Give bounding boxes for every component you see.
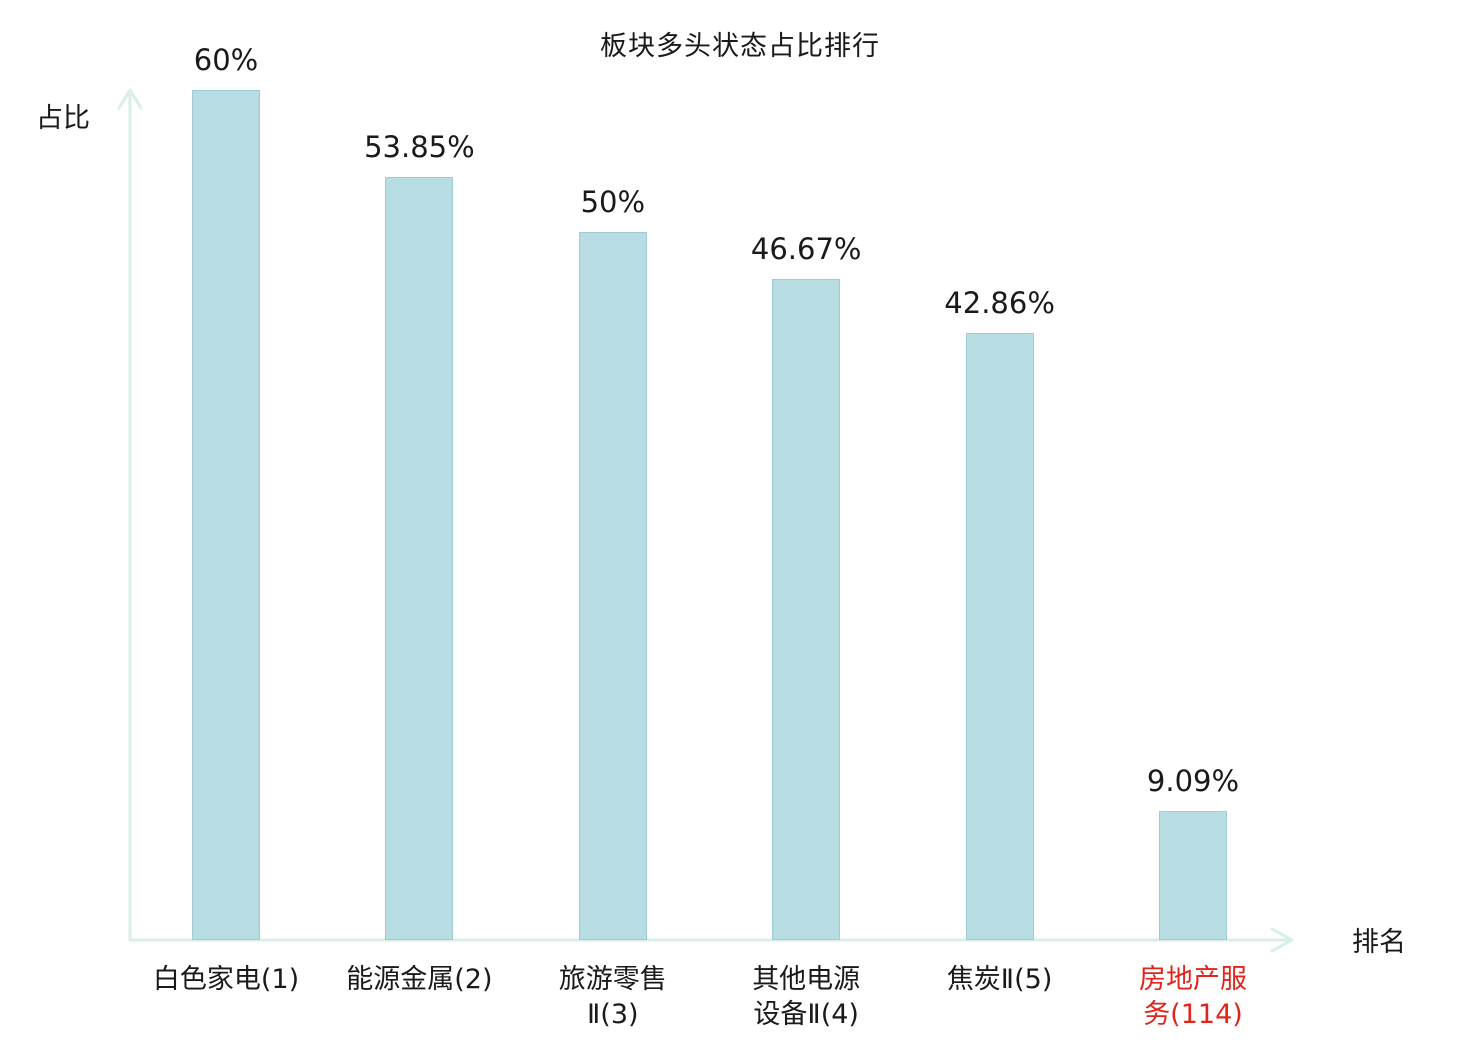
bar-1	[385, 177, 454, 940]
bar-value-label: 9.09%	[1146, 764, 1240, 798]
bar-value-label: 46.67%	[750, 232, 862, 266]
bar-3	[772, 279, 841, 940]
y-axis-title: 占比	[36, 103, 90, 134]
bar-4	[965, 333, 1034, 940]
bar-5	[1159, 811, 1227, 940]
bar-2	[578, 232, 647, 940]
bar-value-label: 60%	[193, 43, 259, 77]
bar-value-label: 42.86%	[944, 286, 1055, 320]
category-label: 焦炭Ⅱ(5)	[946, 964, 1053, 995]
bar-value-label: 50%	[580, 185, 646, 219]
category-label: 其他电源 设备Ⅱ(4)	[752, 964, 861, 1031]
bar-0	[192, 90, 260, 940]
category-label: 白色家电(1)	[152, 964, 300, 995]
category-label: 能源金属(2)	[346, 964, 493, 995]
category-label: 房地产服 务(114)	[1139, 964, 1247, 1031]
category-label: 旅游零售 Ⅱ(3)	[558, 964, 667, 1031]
bar-value-label: 53.85%	[364, 130, 475, 164]
x-axis-title: 排名	[1352, 927, 1406, 958]
chart-title: 板块多头状态占比排行	[600, 31, 880, 62]
